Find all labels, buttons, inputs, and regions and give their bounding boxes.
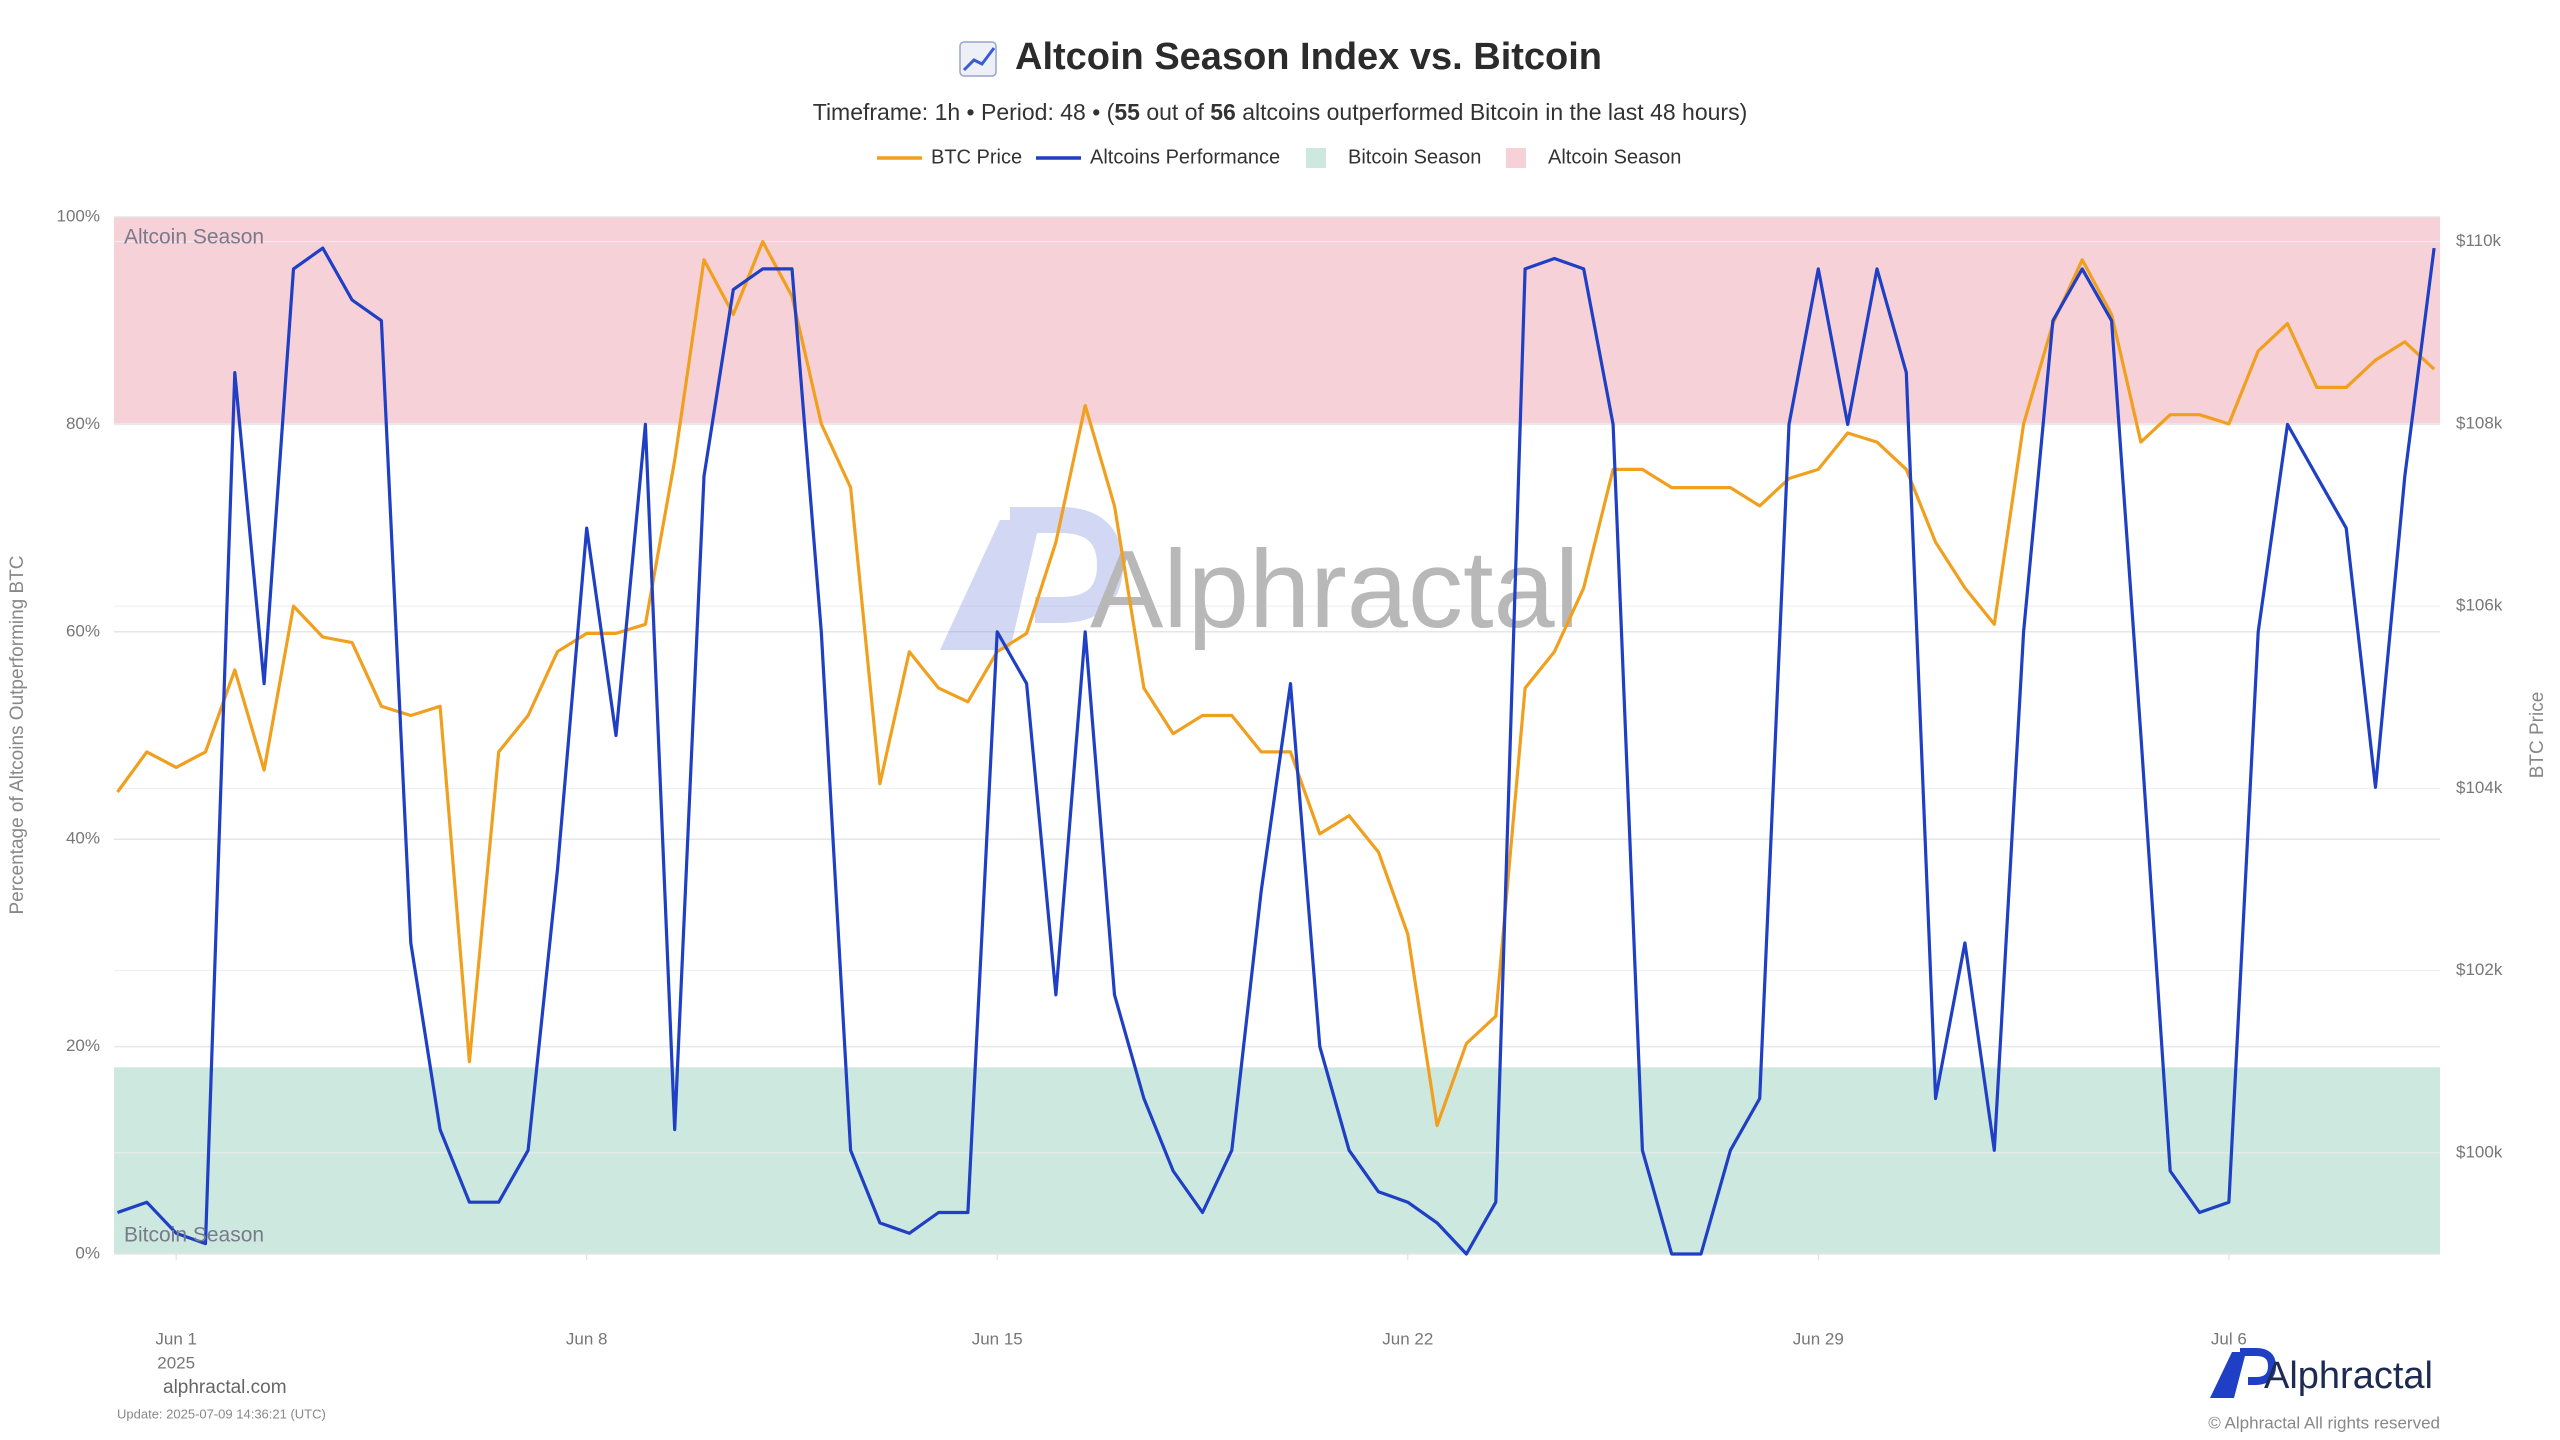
subtitle-part: out of (1140, 99, 1210, 125)
legend-label: BTC Price (931, 146, 1022, 168)
bands (114, 217, 2440, 1254)
subtitle-part: 55 (1114, 99, 1140, 125)
x-year-label: 2025 (157, 1353, 195, 1372)
season-band (114, 217, 2440, 425)
y-tick-label: 20% (66, 1036, 100, 1055)
y2-tick-label: $102k (2456, 960, 2503, 979)
update-time: Update: 2025-07-09 14:36:21 (UTC) (117, 1406, 326, 1421)
series-line (116, 240, 2436, 1128)
y-tick-label: 80% (66, 414, 100, 433)
y2-tick-label: $100k (2456, 1142, 2503, 1161)
band-label: Altcoin Season (124, 226, 264, 249)
logo-shape (1010, 507, 1124, 623)
x-tick-label: Jun 15 (972, 1329, 1023, 1348)
y2-tick-label: $104k (2456, 778, 2503, 797)
watermark: Alphractal (1090, 528, 1579, 651)
subtitle-part: Timeframe: 1h • Period: 48 • ( (813, 99, 1115, 125)
grid (114, 216, 2440, 1260)
y-axis-title: Percentage of Altcoins Outperforming BTC (7, 555, 28, 914)
legend-label: Altcoins Performance (1090, 146, 1280, 168)
logo-shape (940, 520, 1040, 650)
title-icon (959, 41, 997, 77)
y2-tick-label: $106k (2456, 596, 2503, 615)
watermark-logo (940, 507, 1124, 650)
brand: Alphractal (2264, 1355, 2433, 1397)
legend-label: Altcoin Season (1548, 146, 1681, 168)
x-tick-label: Jun 29 (1793, 1329, 1844, 1348)
y2-axis-title: BTC Price (2527, 692, 2548, 779)
y-tick-label: 60% (66, 621, 100, 640)
brand-logo (2210, 1348, 2277, 1398)
y2-tick-label: $110k (2456, 231, 2502, 250)
lines (116, 240, 2436, 1256)
legend-swatch (1306, 148, 1326, 168)
series-line (116, 246, 2436, 1256)
x-tick-label: Jun 8 (566, 1329, 608, 1348)
y-tick-label: 40% (66, 829, 100, 848)
subtitle-part: 56 (1210, 99, 1236, 125)
x-tick-label: Jul 6 (2211, 1329, 2247, 1348)
season-band (114, 1067, 2440, 1254)
y2-tick-label: $108k (2456, 413, 2503, 432)
chart-title: Altcoin Season Index vs. Bitcoin (1015, 36, 1602, 78)
y-tick-label: 100% (57, 206, 100, 225)
subtitle: Timeframe: 1h • Period: 48 • (55 out of … (813, 99, 1748, 125)
x-tick-label: Jun 1 (155, 1329, 197, 1348)
copyright: © Alphractal All rights reserved (2208, 1413, 2440, 1432)
subtitle-part: altcoins outperformed Bitcoin in the las… (1236, 99, 1747, 125)
x-tick-label: Jun 22 (1382, 1329, 1433, 1348)
source: alphractal.com (163, 1377, 287, 1398)
legend-swatch (1506, 148, 1526, 168)
labels: Bitcoin Season Altcoin Season 0% 20% 40% 60% 8… (57, 146, 2503, 1372)
legend-label: Bitcoin Season (1348, 146, 1481, 168)
band-label: Bitcoin Season (124, 1224, 264, 1247)
y-tick-label: 0% (75, 1243, 100, 1262)
